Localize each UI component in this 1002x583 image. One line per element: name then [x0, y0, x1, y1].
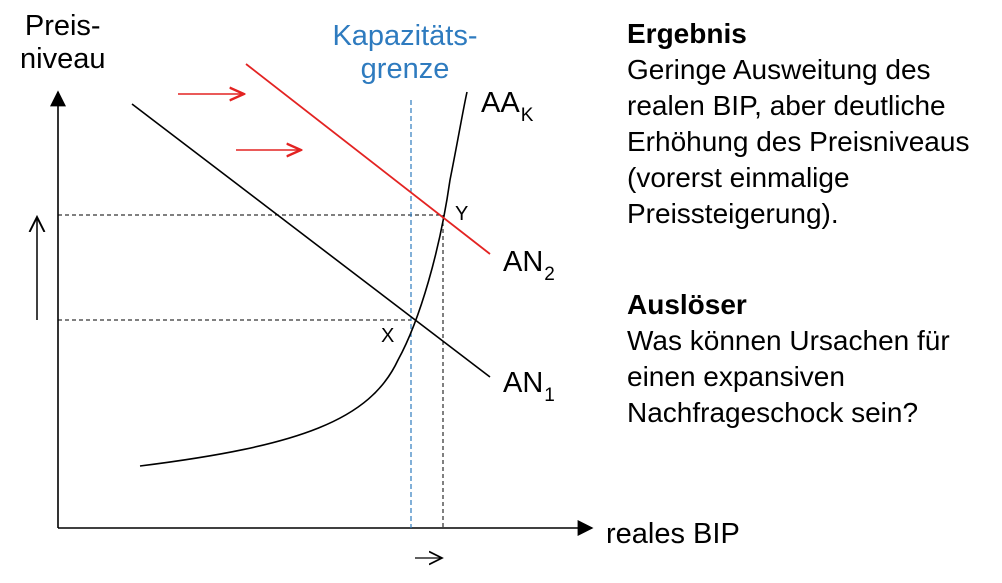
an1-label: AN1 [503, 367, 555, 412]
y-axis-label: Preis- niveau [20, 10, 105, 76]
aa-curve [139, 91, 468, 467]
capacity-label-line1: Kapazitäts- [332, 20, 478, 52]
an1-label-sub: 1 [544, 385, 555, 406]
result-line: Preissteigerung). [627, 198, 839, 229]
trigger-line: Was können Ursachen für [627, 325, 950, 356]
an2-label: AN2 [503, 246, 555, 291]
an1-label-text: AN [503, 367, 544, 399]
aa-label: AAK [481, 87, 533, 132]
aa-label-text: AA [481, 87, 520, 119]
an2-curve [245, 63, 491, 255]
trigger-line: einen expansiven [627, 361, 845, 392]
result-line: Erhöhung des Preisniveaus [627, 126, 970, 157]
y-axis-label-line2: niveau [20, 43, 106, 75]
trigger-panel: Auslöser Was können Ursachen für einen e… [627, 287, 950, 431]
an2-label-sub: 2 [544, 264, 555, 285]
trigger-body: Was können Ursachen für einen expansiven… [627, 323, 950, 431]
x-axis-label: reales BIP [606, 518, 740, 550]
result-panel: Ergebnis Geringe Ausweitung des realen B… [627, 16, 969, 232]
capacity-label-line2: grenze [360, 53, 450, 85]
point-y-label: Y [455, 203, 469, 225]
aa-label-sub: K [520, 105, 534, 126]
result-title: Ergebnis [627, 18, 747, 49]
result-line: Geringe Ausweitung des [627, 54, 931, 85]
y-axis-label-line1: Preis- [24, 10, 101, 42]
an2-label-text: AN [503, 246, 544, 278]
result-line: realen BIP, aber deutliche [627, 90, 946, 121]
capacity-label: Kapazitäts- grenze [325, 20, 485, 86]
result-line: (vorerst einmalige [627, 162, 850, 193]
trigger-line: Nachfrageschock sein? [627, 397, 919, 428]
point-x-label: X [381, 325, 395, 347]
result-body: Geringe Ausweitung des realen BIP, aber … [627, 52, 969, 232]
trigger-title: Auslöser [627, 289, 747, 320]
an1-curve [131, 103, 491, 378]
